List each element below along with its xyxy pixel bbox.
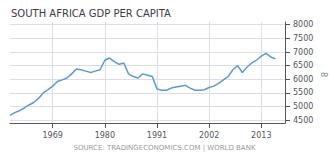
svg-text:5000: 5000: [293, 102, 313, 111]
svg-text:2002: 2002: [199, 131, 219, 140]
svg-text:6500: 6500: [293, 61, 313, 70]
svg-text:8000: 8000: [293, 20, 313, 29]
svg-text:SOURCE: TRADINGECONOMICS.COM |: SOURCE: TRADINGECONOMICS.COM | WORLD BAN…: [74, 144, 256, 152]
svg-text:1980: 1980: [95, 131, 115, 140]
svg-text:5500: 5500: [293, 88, 313, 97]
svg-text:1991: 1991: [147, 131, 167, 140]
svg-text:2013: 2013: [251, 131, 271, 140]
svg-text:8: 8: [319, 72, 328, 77]
svg-text:7000: 7000: [293, 48, 313, 57]
svg-text:1969: 1969: [42, 131, 62, 140]
svg-text:4500: 4500: [293, 116, 313, 125]
svg-text:SOUTH AFRICA GDP PER CAPITA: SOUTH AFRICA GDP PER CAPITA: [11, 8, 171, 19]
svg-text:6000: 6000: [293, 75, 313, 84]
svg-text:7500: 7500: [293, 34, 313, 43]
